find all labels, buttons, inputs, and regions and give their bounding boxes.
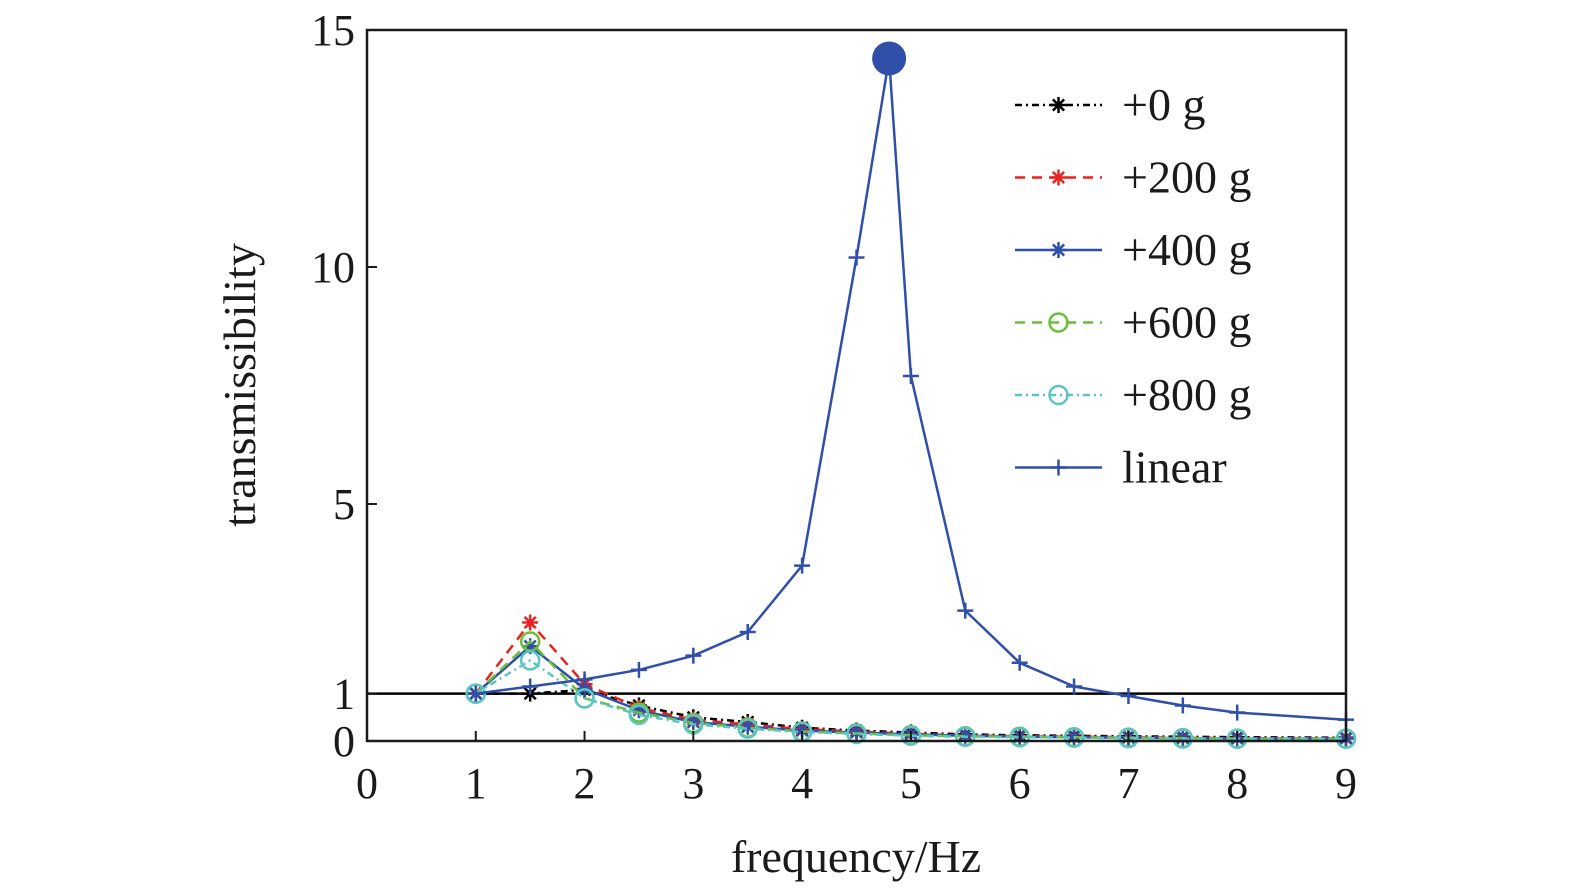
x-tick-label: 9 bbox=[1335, 759, 1357, 808]
legend-swatch-marker bbox=[1050, 459, 1067, 476]
series-5-point bbox=[1066, 678, 1083, 695]
legend: +0 g +200 g +400 g +600 g +800 g linear bbox=[1015, 79, 1251, 493]
series-4-point bbox=[1172, 728, 1194, 749]
series-5-point bbox=[1011, 654, 1028, 671]
x-axis-ticks: 0 1 2 3 4 5 6 7 8 9 bbox=[356, 731, 1357, 808]
x-tick-label: 7 bbox=[1117, 759, 1139, 808]
series-line-4 bbox=[475, 658, 1346, 740]
y-axis-title: transmissibility bbox=[214, 243, 265, 527]
legend-swatch-marker bbox=[1048, 384, 1069, 406]
series-5-point bbox=[1120, 687, 1137, 704]
series-5-point bbox=[739, 623, 756, 640]
series-5-point bbox=[957, 602, 974, 619]
legend-swatch-marker-arm bbox=[1051, 170, 1066, 185]
series-5-point bbox=[522, 678, 539, 695]
x-tick-label: 4 bbox=[791, 759, 813, 808]
series-4-point bbox=[846, 723, 867, 745]
x-tick-label: 2 bbox=[574, 759, 596, 808]
series-5-point bbox=[467, 685, 484, 702]
legend-label: +800 g bbox=[1122, 369, 1251, 420]
x-axis-title: frequency/Hz bbox=[731, 831, 981, 882]
x-tick-label: 5 bbox=[900, 759, 922, 808]
legend-item: +600 g bbox=[1015, 297, 1251, 348]
legend-label: +0 g bbox=[1122, 79, 1205, 130]
x-tick-label: 6 bbox=[1009, 759, 1031, 808]
series-4-point bbox=[1009, 726, 1030, 748]
legend-item: +400 g bbox=[1015, 224, 1251, 275]
legend-item: linear bbox=[1015, 442, 1227, 493]
series-4-point bbox=[900, 725, 922, 747]
legend-label: +600 g bbox=[1122, 297, 1251, 348]
series-5-point bbox=[576, 671, 593, 688]
legend-label: linear bbox=[1122, 442, 1227, 493]
legend-swatch-marker-arm bbox=[1051, 243, 1066, 257]
legend-label: +400 g bbox=[1122, 224, 1251, 275]
series-5-point bbox=[1174, 697, 1191, 714]
legend-swatch-marker bbox=[1050, 97, 1067, 113]
y-tick-label: 5 bbox=[333, 480, 355, 529]
series-4-point bbox=[1063, 727, 1085, 748]
y-tick-label: 0 bbox=[333, 717, 355, 766]
series-4-point bbox=[1226, 728, 1248, 749]
series-line-3 bbox=[474, 639, 1346, 740]
series-5-point bbox=[685, 647, 702, 664]
x-tick-label: 1 bbox=[465, 759, 487, 808]
series-5-point bbox=[794, 557, 811, 574]
x-tick-label: 3 bbox=[682, 759, 704, 808]
series-2-point-arm bbox=[686, 715, 700, 729]
series-2-point bbox=[739, 718, 756, 735]
x-tick-label: 0 bbox=[356, 759, 378, 808]
series-4-point bbox=[574, 688, 595, 709]
series-1-point-arm bbox=[523, 615, 537, 630]
plot-frame bbox=[365, 28, 1348, 743]
series-2-point-arm bbox=[741, 720, 755, 734]
legend-item: +0 g bbox=[1015, 79, 1205, 130]
series-4 bbox=[465, 650, 1357, 749]
legend-swatch-marker bbox=[1050, 242, 1067, 258]
series-5-point bbox=[1229, 704, 1246, 721]
peak-marker bbox=[872, 41, 907, 76]
series-line-1 bbox=[474, 620, 1346, 740]
x-tick-label: 8 bbox=[1226, 759, 1248, 808]
y-tick-label: 10 bbox=[311, 243, 355, 292]
series-5-point bbox=[630, 661, 647, 678]
series-4-point bbox=[1118, 727, 1139, 749]
y-tick-label: 15 bbox=[311, 6, 355, 55]
legend-swatch-marker bbox=[1048, 312, 1069, 333]
series-line-2 bbox=[474, 644, 1346, 740]
legend-item: +200 g bbox=[1015, 152, 1251, 203]
series-4-point bbox=[628, 704, 650, 726]
legend-label: +200 g bbox=[1122, 152, 1251, 203]
series-5-point bbox=[848, 249, 865, 266]
series-4-point bbox=[737, 718, 758, 739]
y-tick-label: 1 bbox=[333, 670, 355, 719]
series-1-point bbox=[522, 614, 539, 631]
series-5-point bbox=[902, 368, 919, 385]
legend-swatch-marker-arm bbox=[1051, 98, 1066, 112]
legend-item: +800 g bbox=[1015, 369, 1251, 420]
series-4-point bbox=[955, 726, 976, 747]
legend-swatch-marker bbox=[1050, 169, 1067, 186]
series-4-point bbox=[519, 650, 541, 671]
